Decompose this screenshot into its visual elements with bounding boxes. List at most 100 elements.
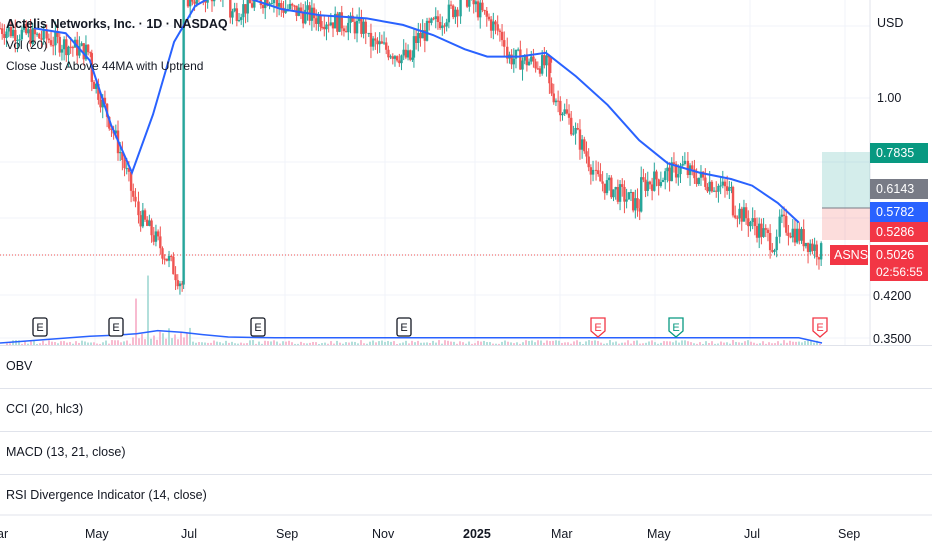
volume-indicator-label[interactable]: Vol (20) [6,38,48,52]
earnings-badge [32,317,48,337]
risk-reward-overlay[interactable] [822,152,870,240]
candle-body [701,171,705,178]
candle-body [347,22,350,33]
candle-body [174,274,177,281]
volume-bar [33,340,35,345]
volume-bar [45,343,47,345]
volume-bar [261,343,263,345]
candle-body [795,228,799,243]
candle-body [479,2,482,18]
volume-bar [786,342,788,345]
candle-body [785,216,788,233]
candle-body [768,232,772,251]
volume-bar [108,343,110,345]
earnings-marker-icon[interactable]: E [812,317,828,338]
candle-body [627,192,630,200]
volume-bar [285,341,287,345]
volume-bar [165,338,167,345]
volume-bar [114,340,116,345]
volume-ma-line [0,329,823,344]
candle-body [0,28,4,34]
rsi-label[interactable]: RSI Divergence Indicator (14, close) [6,488,207,502]
earnings-marker-icon[interactable]: E [396,317,412,337]
candle-body [35,33,39,35]
earnings-marker-icon[interactable]: E [108,317,124,337]
candle-body [165,258,169,261]
x-tick: Mar [551,527,573,541]
candle-body [587,156,590,168]
candle-body [320,26,324,28]
candle-body [585,151,588,157]
candle-body [299,7,303,13]
volume-bar [348,342,350,345]
volume-bar [177,339,179,345]
volume-bar [636,340,638,345]
candle-body [423,30,427,41]
earnings-marker-icon[interactable]: E [250,317,266,337]
volume-bar [357,343,359,345]
candle-body [782,214,786,217]
volume-bar [675,340,677,345]
candle-body [653,171,656,191]
earnings-marker-icon[interactable]: E [668,317,684,338]
cci-label[interactable]: CCI (20, hlc3) [6,402,84,416]
earnings-marker-icon[interactable]: E [32,317,48,337]
symbol-title[interactable]: Actelis Networks, Inc. · 1D · NASDAQ [6,17,228,31]
candle-body [806,242,810,252]
time-axis[interactable]: ar May Jul Sep Nov 2025 Mar May Jul Sep [0,527,860,541]
macd-label[interactable]: MACD (13, 21, close) [6,445,126,459]
volume-bar [723,342,725,345]
candle-body [78,45,81,56]
candle-body [819,243,823,260]
candle-body [449,4,453,6]
candle-body [580,139,584,150]
volume-bar [162,333,164,345]
candle-body [152,235,155,242]
candle-body [204,0,207,3]
volume-bar [489,342,491,345]
volume-bar [777,341,779,345]
earnings-badge [812,317,828,338]
volume-bar [60,341,62,345]
volume-bar [612,342,614,345]
volume-bar [771,343,773,345]
candle-body [570,117,573,135]
candle-body [134,196,137,202]
candle-body [40,38,43,40]
candle-body [280,3,283,8]
earnings-marker-icon[interactable]: E [590,317,606,338]
price-axis[interactable]: USD 1.00 0.4200 0.3500 [873,16,911,346]
strategy-indicator-label[interactable]: Close Just Above 44MA with Uptrend [6,59,204,73]
candle-body [740,208,743,222]
candle-body [89,52,92,54]
obv-label[interactable]: OBV [6,359,33,373]
volume-bar [600,342,602,345]
candle-body [378,41,381,45]
candle-body [715,190,718,192]
volume-bar [156,339,158,345]
earnings-letter: E [254,322,261,334]
volume-bar [195,342,197,345]
candle-body [465,0,469,7]
candle-body [94,83,98,89]
chart-legend[interactable]: Actelis Networks, Inc. · 1D · NASDAQ Vol… [6,14,228,77]
obv-pane[interactable]: OBV [0,345,932,388]
volume-bar [534,342,536,345]
volume-bar [378,341,380,345]
volume-bar [732,340,734,345]
volume-bar [312,341,314,345]
volume-bar [633,340,635,345]
cci-pane[interactable]: CCI (20, hlc3) [0,388,932,431]
volume-bar [411,340,413,345]
volume-bar [24,340,26,345]
candle-body [186,0,190,7]
candle-body [538,68,542,74]
candle-body [612,189,615,198]
candle-body [355,20,359,34]
macd-pane[interactable]: MACD (13, 21, close) [0,431,932,474]
rsi-pane[interactable]: RSI Divergence Indicator (14, close) [0,474,932,517]
volume-bar [69,342,71,345]
volume-bar [150,338,152,345]
